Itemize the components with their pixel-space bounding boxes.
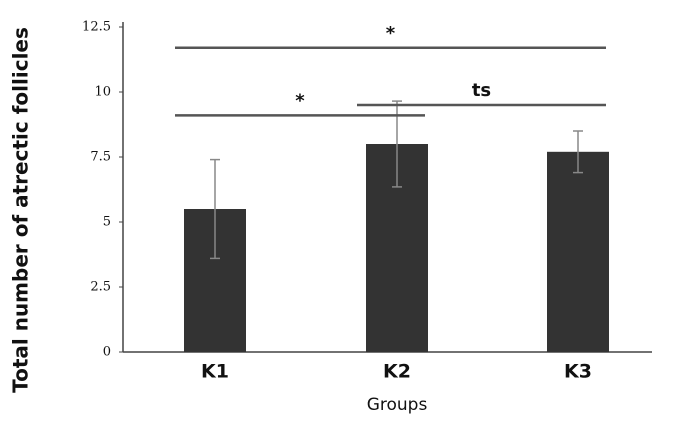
y-tick-label: 12.5 bbox=[82, 20, 111, 35]
x-axis-title: Groups bbox=[367, 395, 428, 415]
x-tick-label: K3 bbox=[564, 361, 592, 383]
y-tick-label: 7.5 bbox=[90, 150, 111, 165]
bar bbox=[547, 151, 609, 352]
y-tick-label: 2.5 bbox=[90, 280, 111, 295]
x-tick-label: K1 bbox=[201, 361, 229, 383]
significance-label: * bbox=[295, 90, 305, 111]
x-tick-label: K2 bbox=[383, 361, 411, 383]
y-tick-label: 5 bbox=[103, 215, 111, 230]
y-axis-title: Total number of atrectic follicles bbox=[9, 27, 33, 393]
significance-label: * bbox=[386, 23, 396, 44]
y-tick-label: 0 bbox=[103, 345, 111, 360]
significance-label: ts bbox=[472, 80, 491, 101]
y-tick-label: 10 bbox=[94, 85, 111, 100]
